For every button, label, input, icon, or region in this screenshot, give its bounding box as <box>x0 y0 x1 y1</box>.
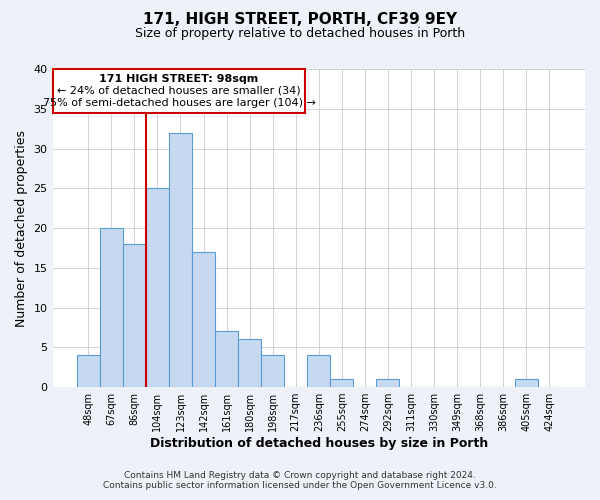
X-axis label: Distribution of detached houses by size in Porth: Distribution of detached houses by size … <box>149 437 488 450</box>
Bar <box>77 356 100 387</box>
Bar <box>169 132 192 387</box>
Bar <box>515 379 538 387</box>
Text: 75% of semi-detached houses are larger (104) →: 75% of semi-detached houses are larger (… <box>43 98 316 108</box>
Text: Contains HM Land Registry data © Crown copyright and database right 2024.: Contains HM Land Registry data © Crown c… <box>124 471 476 480</box>
Bar <box>376 379 400 387</box>
Text: Size of property relative to detached houses in Porth: Size of property relative to detached ho… <box>135 28 465 40</box>
Bar <box>261 356 284 387</box>
Bar <box>100 228 123 387</box>
Y-axis label: Number of detached properties: Number of detached properties <box>15 130 28 326</box>
Bar <box>307 356 330 387</box>
Bar <box>238 340 261 387</box>
Bar <box>146 188 169 387</box>
Text: Contains public sector information licensed under the Open Government Licence v3: Contains public sector information licen… <box>103 481 497 490</box>
Text: 171 HIGH STREET: 98sqm: 171 HIGH STREET: 98sqm <box>100 74 259 84</box>
Bar <box>123 244 146 387</box>
Bar <box>330 379 353 387</box>
Text: 171, HIGH STREET, PORTH, CF39 9EY: 171, HIGH STREET, PORTH, CF39 9EY <box>143 12 457 28</box>
Bar <box>53 69 305 112</box>
Text: ← 24% of detached houses are smaller (34): ← 24% of detached houses are smaller (34… <box>57 86 301 96</box>
Bar <box>192 252 215 387</box>
Bar <box>215 332 238 387</box>
